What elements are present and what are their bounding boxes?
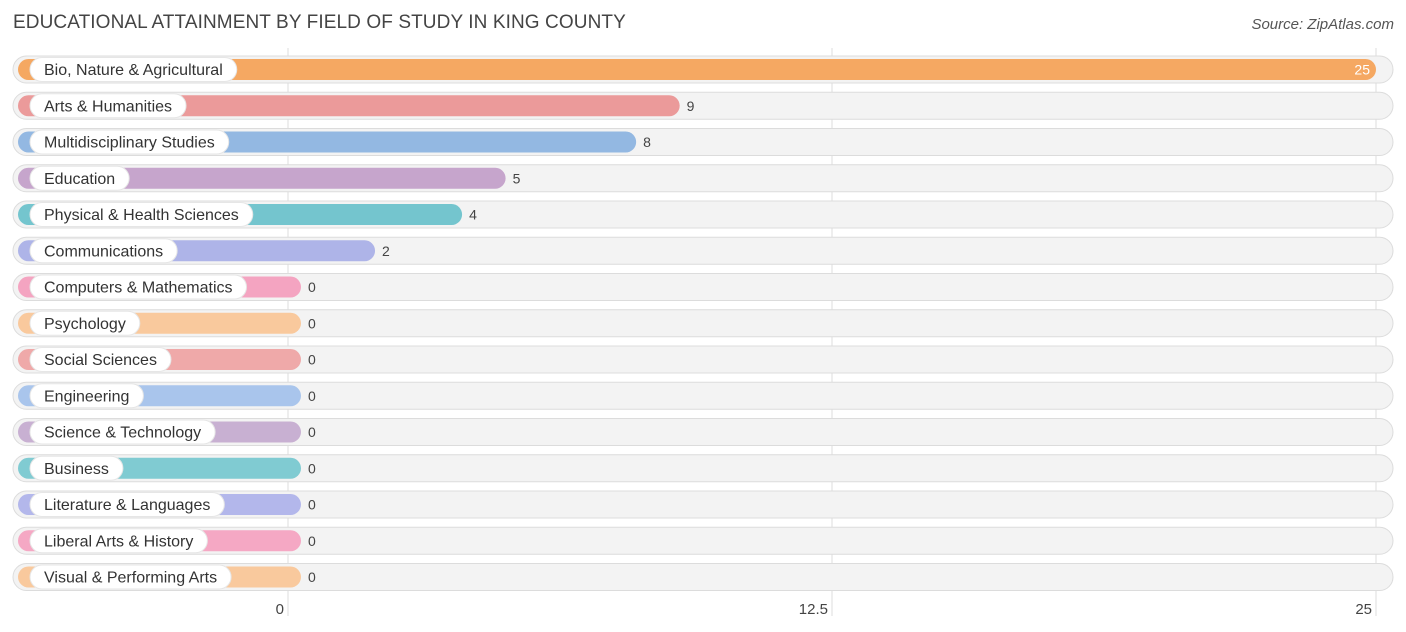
- category-label: Bio, Nature & Agricultural: [44, 62, 223, 79]
- category-label-pill: [29, 455, 124, 481]
- category-label-pill: [29, 492, 225, 517]
- row-background: [12, 490, 1394, 519]
- category-label: Arts & Humanities: [44, 98, 172, 115]
- value-label: 5: [513, 170, 521, 186]
- value-label: 0: [308, 460, 316, 476]
- bar-row: Visual & Performing Arts 0: [12, 563, 1394, 591]
- bar-row: Social Sciences 0: [12, 345, 1394, 374]
- row-background: [12, 309, 1394, 338]
- category-label-pill: [29, 93, 187, 119]
- value-label: 4: [469, 207, 477, 223]
- row-background: [12, 526, 1394, 555]
- bar: [18, 59, 1376, 80]
- category-label-pill: [29, 238, 178, 264]
- value-label: 0: [308, 352, 316, 368]
- category-label: Education: [44, 171, 115, 188]
- category-label: Literature & Languages: [44, 497, 210, 514]
- x-axis: 0 12.5 25: [276, 601, 1372, 618]
- category-label-pill: [29, 310, 141, 336]
- value-label: 25: [1354, 62, 1370, 78]
- category-label: Communications: [44, 243, 163, 260]
- source-note: Source: ZipAtlas.com: [1251, 16, 1394, 33]
- bar-row: Communications 2: [12, 236, 1394, 265]
- value-label: 0: [308, 569, 316, 585]
- category-label: Business: [44, 461, 109, 478]
- category-label: Engineering: [44, 388, 129, 405]
- value-label: 0: [308, 424, 316, 440]
- category-label: Physical & Health Sciences: [44, 207, 239, 224]
- category-label: Visual & Performing Arts: [44, 570, 217, 587]
- bar-row: Business 0: [12, 454, 1394, 483]
- row-background: [12, 563, 1394, 591]
- category-label-pill: [29, 129, 230, 155]
- category-label: Psychology: [44, 316, 126, 333]
- bar-row: Science & Technology 0: [12, 418, 1394, 446]
- bar-row: Arts & Humanities 9: [12, 91, 1394, 120]
- row-background: [12, 273, 1394, 301]
- category-label-pill: [29, 165, 130, 191]
- bar: [18, 167, 506, 189]
- category-label-pill: [29, 57, 238, 82]
- bar-row: Education 5: [12, 164, 1394, 193]
- category-label-pill: [29, 347, 172, 372]
- bar-row: Computers & Mathematics 0: [12, 273, 1394, 301]
- category-label: Social Sciences: [44, 352, 157, 369]
- bar-row: Psychology 0: [12, 309, 1394, 338]
- value-label: 0: [308, 279, 316, 295]
- category-label: Computers & Mathematics: [44, 280, 233, 297]
- row-background: [12, 418, 1394, 446]
- x-tick-label: 0: [276, 601, 284, 618]
- value-label: 0: [308, 315, 316, 331]
- bar-row: Multidisciplinary Studies 8: [12, 128, 1394, 156]
- value-label: 2: [382, 243, 390, 259]
- category-label-pill: [29, 528, 208, 554]
- value-label: 0: [308, 388, 316, 404]
- category-label: Multidisciplinary Studies: [44, 135, 215, 152]
- category-label: Liberal Arts & History: [44, 533, 193, 550]
- category-label-pill: [29, 202, 254, 227]
- bar-row: Literature & Languages 0: [12, 490, 1394, 519]
- value-label: 0: [308, 497, 316, 513]
- row-background: [12, 381, 1394, 410]
- bar-row: Physical & Health Sciences 4: [12, 200, 1394, 229]
- value-label: 9: [687, 98, 695, 114]
- bar-row: Engineering 0: [12, 381, 1394, 410]
- category-label-pill: [29, 564, 232, 590]
- category-label: Science & Technology: [44, 425, 201, 442]
- row-background: [12, 454, 1394, 483]
- category-label-pill: [29, 383, 144, 409]
- x-tick-label: 12.5: [799, 601, 828, 618]
- value-label: 8: [643, 134, 651, 150]
- bar-row: Liberal Arts & History 0: [12, 526, 1394, 555]
- row-background: [12, 345, 1394, 374]
- category-label-pill: [29, 274, 248, 300]
- x-tick-label: 25: [1355, 601, 1372, 618]
- chart-title: EDUCATIONAL ATTAINMENT BY FIELD OF STUDY…: [13, 12, 626, 33]
- bar-row: Bio, Nature & Agricultural 25: [12, 55, 1394, 84]
- value-label: 0: [308, 533, 316, 549]
- category-label-pill: [29, 419, 216, 445]
